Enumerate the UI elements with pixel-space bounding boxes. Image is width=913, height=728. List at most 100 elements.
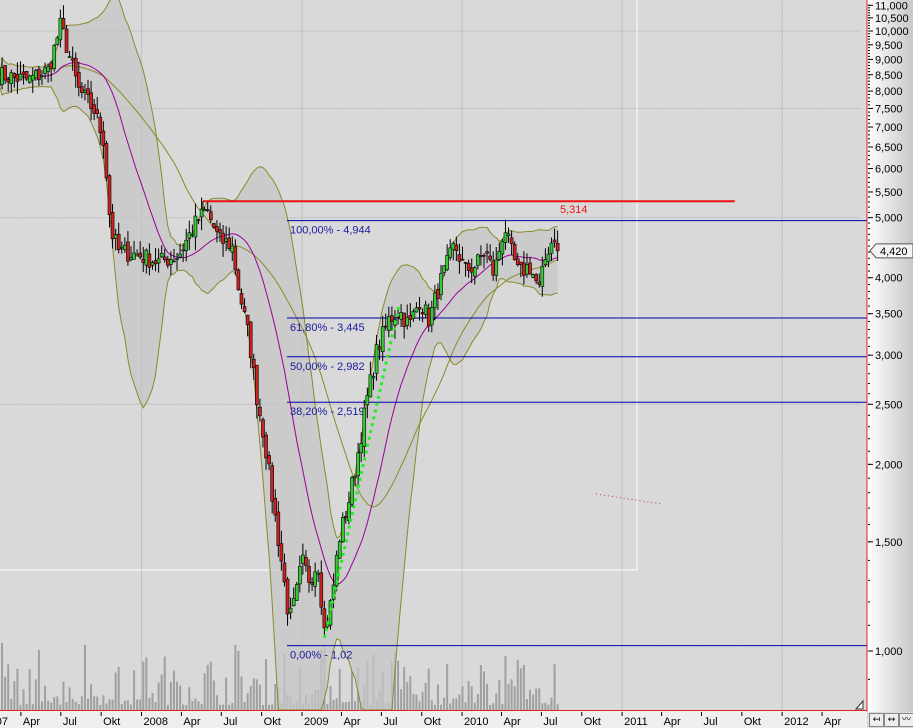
- candle-down: [233, 246, 238, 271]
- y-tick-label: 3,500: [875, 309, 903, 321]
- volume-bar: [83, 644, 86, 710]
- volume-bar: [455, 698, 458, 710]
- y-tick-label: 2,000: [875, 459, 903, 471]
- volume-bar: [19, 704, 22, 710]
- volume-bar: [56, 696, 59, 710]
- candle-up: [40, 75, 44, 78]
- y-tick-label: 7,000: [875, 122, 903, 134]
- x-tick-label: Okt: [264, 716, 281, 728]
- candle-down: [436, 289, 440, 299]
- volume-bar: [265, 659, 268, 710]
- volume-bar: [329, 686, 332, 710]
- volume-bar: [246, 693, 249, 710]
- y-axis[interactable]: 1,000 1,500 2,000 2,500 3,000 3,500 4,000 5,000…: [866, 0, 913, 712]
- x-tick-label: 2008: [144, 716, 168, 728]
- candle-down: [61, 17, 66, 29]
- x-tick-label: Jul: [63, 716, 77, 728]
- candle-down: [304, 557, 308, 566]
- volume-bar: [99, 704, 102, 710]
- volume-bar: [458, 694, 461, 710]
- candle-up: [181, 249, 185, 252]
- candle-down: [126, 241, 130, 262]
- candle-down: [319, 572, 324, 608]
- volume-bar: [108, 699, 111, 710]
- volume-bar: [403, 666, 406, 710]
- candle-up: [340, 517, 345, 543]
- candle-down: [6, 79, 11, 83]
- candle-down: [245, 314, 250, 326]
- volume-bar: [219, 704, 222, 710]
- scroll-left-button[interactable]: ↤: [869, 713, 884, 727]
- candle-down: [24, 71, 29, 80]
- y-tick-label: 6,500: [875, 142, 903, 154]
- candle-up: [371, 376, 376, 379]
- candle-down: [49, 62, 53, 70]
- candle-down: [285, 578, 290, 615]
- x-tick-label: 2009: [304, 716, 328, 728]
- candle-down: [307, 566, 311, 583]
- volume-bar: [482, 671, 485, 710]
- zoom-wave-button[interactable]: 〰: [899, 713, 913, 727]
- candle-up: [119, 246, 124, 249]
- candle-up: [187, 232, 192, 239]
- candle-down: [463, 262, 468, 264]
- x-tick-label: 2012: [784, 716, 808, 728]
- drawings[interactable]: 5,314: [202, 200, 735, 639]
- candle-down: [3, 65, 7, 81]
- volume-bar: [516, 659, 519, 710]
- y-tick-label: 10,500: [875, 13, 909, 25]
- y-tick-label: 1,000: [875, 646, 903, 658]
- volume-bar: [40, 701, 43, 710]
- candle-up: [387, 316, 391, 331]
- volume-bar: [74, 701, 77, 710]
- candle-down: [73, 57, 78, 77]
- candle-up: [301, 554, 305, 564]
- candle-up: [83, 90, 87, 93]
- candle-down: [482, 254, 486, 257]
- candle-up: [549, 242, 554, 254]
- volume-bar: [446, 663, 449, 710]
- volume-bar: [486, 683, 489, 710]
- candle-up: [202, 209, 207, 212]
- volume-bar: [25, 703, 28, 710]
- candle-down: [255, 364, 259, 406]
- candle-up: [288, 607, 293, 614]
- x-tick-label: Jul: [543, 716, 557, 728]
- volume-bar: [412, 694, 415, 710]
- volume-bar: [513, 686, 516, 710]
- candle-down: [208, 211, 213, 221]
- candle-down: [80, 86, 84, 93]
- candle-up: [199, 208, 204, 218]
- candle-up: [368, 374, 373, 398]
- candle-up: [476, 254, 480, 266]
- volume-bar: [274, 683, 277, 710]
- scroll-both-button[interactable]: ↔: [884, 713, 899, 727]
- candle-up: [113, 234, 118, 239]
- candle-up: [67, 56, 72, 58]
- volume-bar: [53, 697, 56, 710]
- volume-bar: [243, 702, 246, 710]
- x-axis[interactable]: 2007 Apr Jul Okt 2008 Apr Jul Okt 2009 Apr Jul Okt 2…: [0, 699, 867, 728]
- volume-bar: [93, 696, 96, 710]
- candle-up: [230, 245, 235, 253]
- x-tick-label: Apr: [23, 716, 40, 728]
- volume-bar: [440, 704, 443, 710]
- candle-up: [46, 66, 50, 72]
- candle-up: [543, 259, 548, 265]
- candle-down: [276, 511, 281, 546]
- volume-bar: [111, 699, 114, 710]
- volume-bar: [553, 664, 556, 710]
- candle-up: [433, 292, 437, 309]
- volume-bar: [473, 702, 476, 710]
- candle-down: [417, 307, 422, 310]
- candle-up: [18, 73, 23, 81]
- candle-down: [270, 465, 274, 502]
- candle-down: [310, 581, 314, 585]
- x-tick-label: Jul: [383, 716, 397, 728]
- volume-bar: [498, 680, 501, 710]
- candle-down: [251, 358, 256, 368]
- volume-bar: [397, 660, 400, 710]
- volume-bar: [237, 650, 240, 710]
- volume-bar: [525, 699, 528, 710]
